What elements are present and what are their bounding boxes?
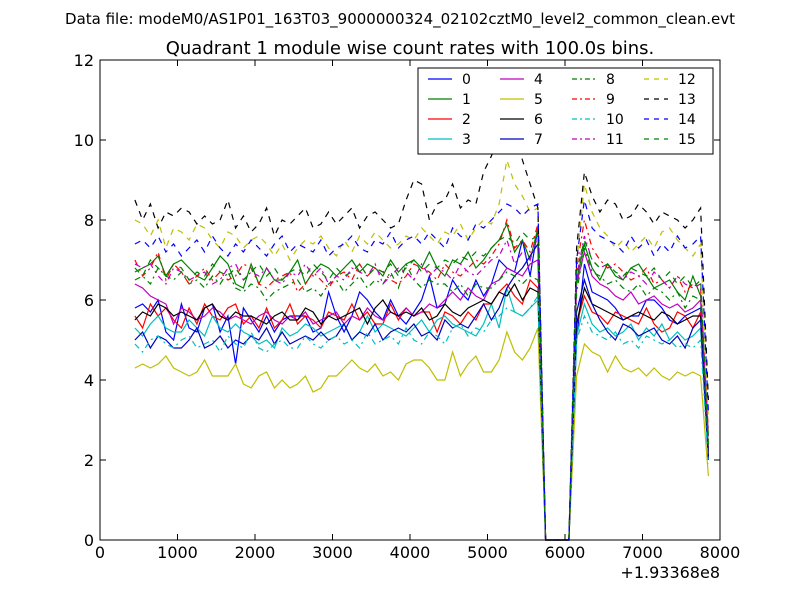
x-tick-label: 1000 xyxy=(157,543,198,562)
suptitle: Data file: modeM0/AS1P01_163T03_90000003… xyxy=(65,10,735,29)
x-tick-label: 3000 xyxy=(312,543,353,562)
x-tick-label: 2000 xyxy=(235,543,276,562)
series-line-13 xyxy=(134,118,709,541)
series-line-11 xyxy=(134,235,709,541)
legend-label-12: 12 xyxy=(678,72,696,88)
x-tick-label: 8000 xyxy=(700,543,741,562)
series-line-9 xyxy=(134,217,709,541)
series-line-6 xyxy=(134,282,709,541)
series-line-1 xyxy=(134,222,709,541)
legend-label-4: 4 xyxy=(534,72,543,88)
legend-label-6: 6 xyxy=(534,112,543,128)
series-line-5 xyxy=(134,327,709,541)
y-tick-label: 10 xyxy=(74,131,94,150)
x-tick-label: 4000 xyxy=(390,543,431,562)
x-tick-label: 0 xyxy=(95,543,105,562)
series-line-8 xyxy=(134,247,709,541)
y-tick-label: 2 xyxy=(84,451,94,470)
legend-label-15: 15 xyxy=(678,132,696,148)
series-line-4 xyxy=(134,249,709,541)
legend-label-5: 5 xyxy=(534,92,543,108)
series-line-12 xyxy=(134,159,709,541)
legend-label-10: 10 xyxy=(606,112,624,128)
x-tick-label: 7000 xyxy=(622,543,663,562)
y-tick-label: 6 xyxy=(84,291,94,310)
legend-label-9: 9 xyxy=(606,92,615,108)
series-line-3 xyxy=(134,287,709,541)
legend-label-3: 3 xyxy=(462,132,471,148)
series-line-7 xyxy=(134,242,709,541)
series-line-15 xyxy=(134,231,709,541)
ticks-layer: 0 1000 2000 3000 4000 5000 6000 7000 80000246810… xyxy=(74,51,741,562)
legend-label-7: 7 xyxy=(534,132,543,148)
series-line-14 xyxy=(134,199,709,541)
y-tick-label: 8 xyxy=(84,211,94,230)
legend-label-8: 8 xyxy=(606,72,615,88)
legend-box xyxy=(417,67,714,155)
legend-label-14: 14 xyxy=(678,112,696,128)
legend-label-11: 11 xyxy=(606,132,624,148)
y-tick-label: 12 xyxy=(74,51,94,70)
series-line-10 xyxy=(134,294,709,541)
chart-title: Quadrant 1 module wise count rates with … xyxy=(166,38,655,59)
y-tick-label: 0 xyxy=(84,531,94,550)
legend-label-0: 0 xyxy=(462,72,471,88)
series-line-0 xyxy=(134,227,709,541)
legend-label-13: 13 xyxy=(678,92,696,108)
x-offset-label: +1.93368e8 xyxy=(620,563,720,582)
x-tick-label: 5000 xyxy=(467,543,508,562)
legend-label-1: 1 xyxy=(462,92,471,108)
x-tick-label: 6000 xyxy=(545,543,586,562)
series-layer xyxy=(134,118,709,541)
y-tick-label: 4 xyxy=(84,371,94,390)
legend-label-2: 2 xyxy=(462,112,471,128)
